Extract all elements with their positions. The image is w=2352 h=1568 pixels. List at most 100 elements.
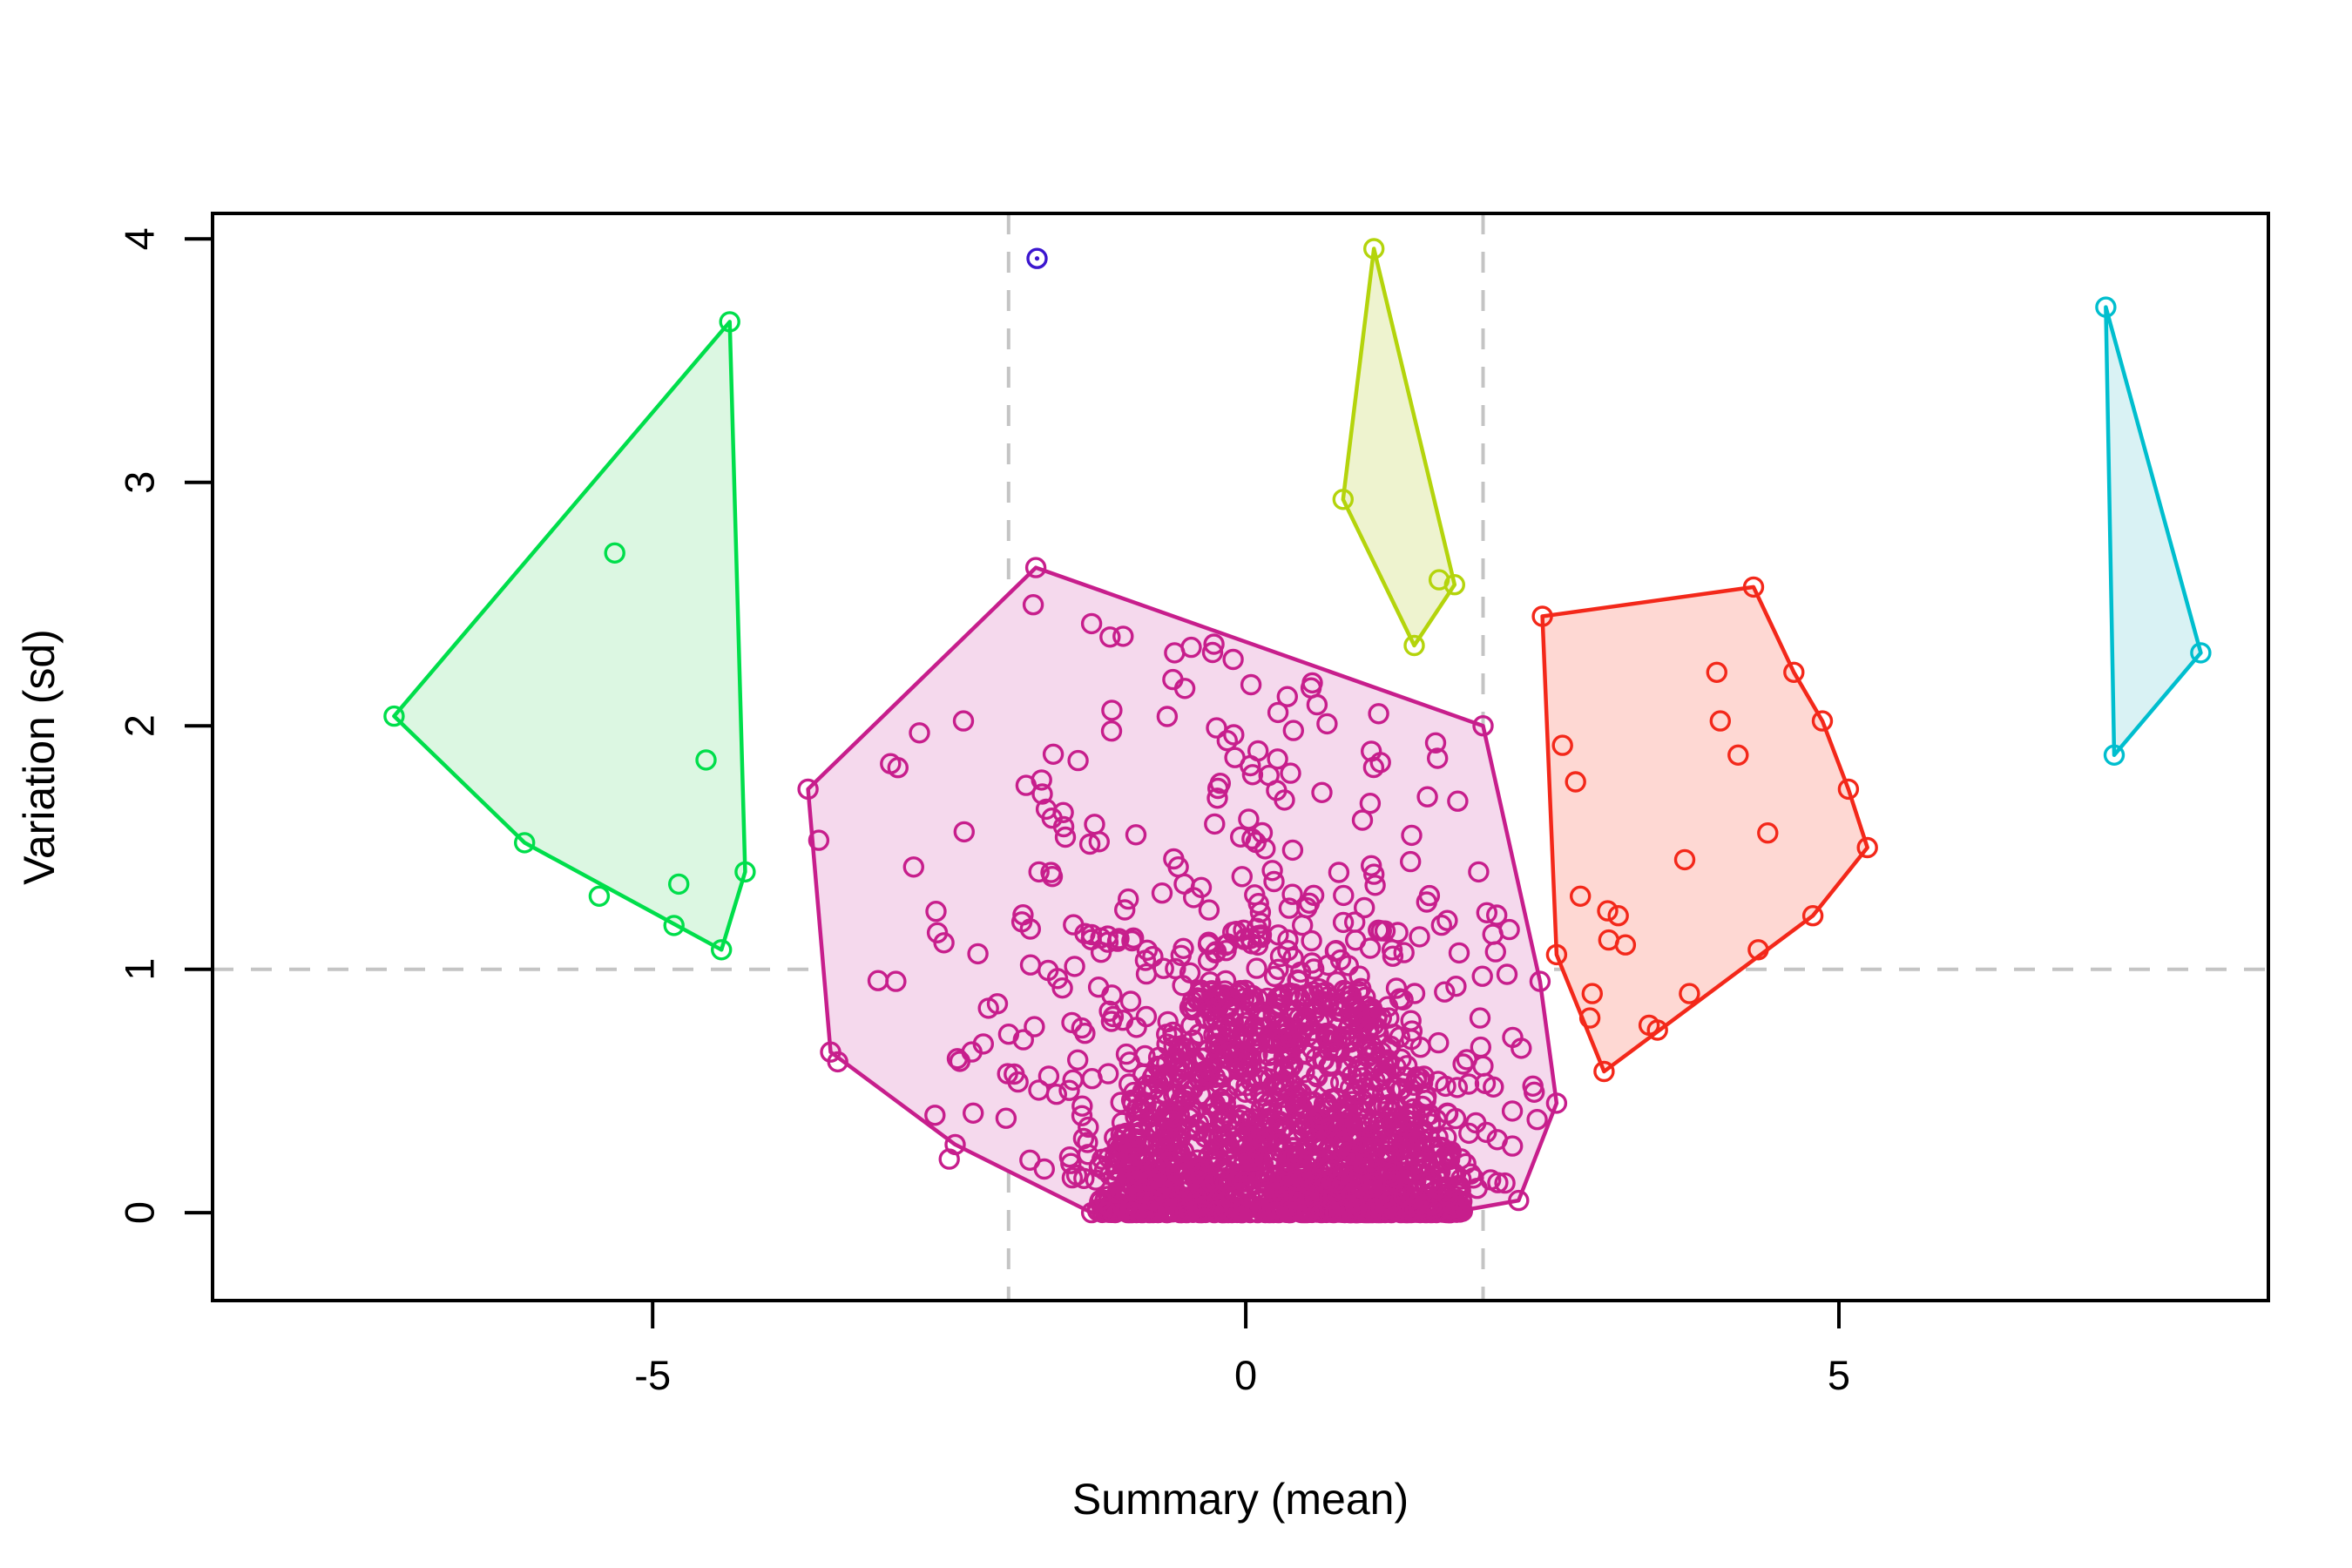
- magenta-cluster-point: [1162, 668, 1184, 691]
- magenta-cluster-point: [1218, 997, 1240, 1019]
- magenta-cluster-point: [1159, 1166, 1181, 1188]
- magenta-cluster-point: [1398, 1085, 1420, 1108]
- magenta-cluster-point: [1281, 839, 1304, 862]
- magenta-cluster-point: [1229, 1104, 1251, 1126]
- magenta-cluster-point: [1031, 769, 1052, 791]
- magenta-cluster-point: [1319, 1199, 1341, 1221]
- magenta-cluster-point: [1012, 1029, 1035, 1051]
- magenta-cluster-point: [1436, 909, 1458, 931]
- magenta-cluster-point: [1442, 1193, 1463, 1216]
- magenta-cluster-point: [1162, 1110, 1184, 1132]
- magenta-cluster-point: [1247, 1069, 1270, 1091]
- cyan-cluster-point: [2103, 744, 2126, 766]
- magenta-cluster-point: [1273, 1058, 1294, 1080]
- magenta-cluster-point: [1295, 1137, 1318, 1159]
- green-cluster-point: [734, 861, 756, 883]
- magenta-cluster-point: [1041, 866, 1064, 888]
- magenta-cluster-point: [967, 943, 989, 965]
- magenta-cluster-point: [986, 993, 1009, 1015]
- magenta-cluster-point: [1058, 1079, 1080, 1101]
- magenta-cluster-point: [1302, 1091, 1325, 1112]
- magenta-cluster-point: [1286, 1169, 1308, 1192]
- magenta-cluster-point: [1078, 833, 1101, 855]
- magenta-cluster-point: [1209, 1109, 1232, 1132]
- magenta-cluster-point: [1132, 1101, 1155, 1123]
- red-cluster-point: [1593, 1060, 1615, 1083]
- magenta-cluster-point: [1183, 1049, 1206, 1071]
- magenta-cluster-point: [1254, 1129, 1277, 1152]
- y-tick-label: 1: [116, 958, 162, 981]
- green-cluster-point: [604, 542, 625, 564]
- magenta-cluster-point: [1206, 1200, 1228, 1222]
- magenta-cluster-point: [1277, 929, 1299, 951]
- magenta-cluster-point: [1308, 1102, 1331, 1125]
- magenta-cluster-point: [1439, 1143, 1461, 1166]
- magenta-cluster-point: [1349, 977, 1372, 1000]
- magenta-cluster-point: [1270, 1120, 1292, 1143]
- magenta-cluster-point: [1267, 701, 1289, 724]
- magenta-cluster-point: [1189, 1159, 1211, 1181]
- magenta-cluster-point: [1165, 1059, 1187, 1082]
- magenta-cluster-point: [1341, 1131, 1363, 1153]
- magenta-cluster-point: [1426, 747, 1449, 769]
- magenta-cluster-point: [1258, 764, 1280, 787]
- magenta-cluster-point: [1099, 626, 1121, 648]
- magenta-cluster-point: [1389, 1026, 1411, 1048]
- magenta-cluster-point: [1240, 673, 1262, 696]
- magenta-cluster-point: [1214, 970, 1237, 992]
- red-cluster-point: [1837, 778, 1860, 801]
- yellowgreen-cluster-point: [1403, 634, 1425, 657]
- magenta-cluster-point: [1138, 1170, 1159, 1192]
- magenta-cluster-point: [1261, 860, 1283, 882]
- magenta-cluster-point: [1343, 911, 1366, 933]
- magenta-cluster-point: [1187, 1112, 1210, 1135]
- magenta-cluster-point: [1379, 1106, 1401, 1129]
- yellowgreen-cluster-point: [1362, 238, 1385, 260]
- magenta-cluster-point: [1217, 986, 1239, 1008]
- magenta-cluster-point: [1353, 896, 1375, 919]
- magenta-cluster-point: [1234, 979, 1256, 1002]
- magenta-cluster-point: [1360, 855, 1382, 876]
- magenta-cluster-point: [1234, 1081, 1256, 1104]
- magenta-cluster-point: [1091, 1148, 1113, 1171]
- magenta-cluster-point: [1326, 970, 1348, 993]
- magenta-cluster-point: [1302, 884, 1325, 907]
- red-cluster-point: [1679, 983, 1700, 1004]
- magenta-cluster-point: [1201, 641, 1224, 664]
- magenta-cluster-point: [1344, 1193, 1366, 1216]
- magenta-cluster-point: [1332, 911, 1355, 934]
- magenta-cluster-point: [1456, 1049, 1478, 1071]
- magenta-cluster-point: [1324, 940, 1347, 963]
- magenta-cluster-point: [1206, 717, 1227, 739]
- magenta-cluster-point: [1145, 1100, 1167, 1122]
- magenta-cluster-point: [1121, 929, 1143, 952]
- magenta-cluster-point: [1430, 914, 1453, 936]
- magenta-cluster-point: [997, 1063, 1018, 1085]
- red-cluster-point: [1569, 885, 1592, 908]
- magenta-cluster-point: [1156, 1139, 1178, 1161]
- magenta-cluster-point: [1077, 1132, 1098, 1153]
- magenta-cluster-point: [1238, 808, 1260, 830]
- green-cluster-point: [719, 311, 740, 333]
- magenta-cluster-point: [1060, 1152, 1082, 1174]
- magenta-cluster-point: [952, 710, 975, 732]
- red-cluster-point: [1727, 744, 1749, 766]
- magenta-cluster-point: [1206, 787, 1228, 809]
- magenta-cluster-point: [1496, 963, 1518, 985]
- magenta-cluster-point: [1301, 929, 1322, 952]
- y-tick-label: 0: [116, 1201, 162, 1224]
- magenta-cluster-point: [1162, 1021, 1184, 1044]
- magenta-cluster-point: [1247, 892, 1269, 915]
- magenta-cluster-point: [1361, 1035, 1382, 1057]
- magenta-cluster-point: [1097, 925, 1119, 947]
- magenta-cluster-point: [1193, 1195, 1216, 1217]
- magenta-cluster-point: [1474, 1072, 1497, 1095]
- magenta-cluster-point: [1019, 918, 1042, 940]
- magenta-cluster-point: [1135, 963, 1158, 985]
- magenta-cluster-point: [902, 856, 925, 878]
- magenta-cluster-point: [1263, 965, 1286, 988]
- magenta-cluster-point: [1071, 1095, 1093, 1117]
- magenta-cluster-point: [1390, 1048, 1412, 1071]
- magenta-cluster-point: [1217, 933, 1239, 955]
- green-cluster-hull: [392, 320, 747, 952]
